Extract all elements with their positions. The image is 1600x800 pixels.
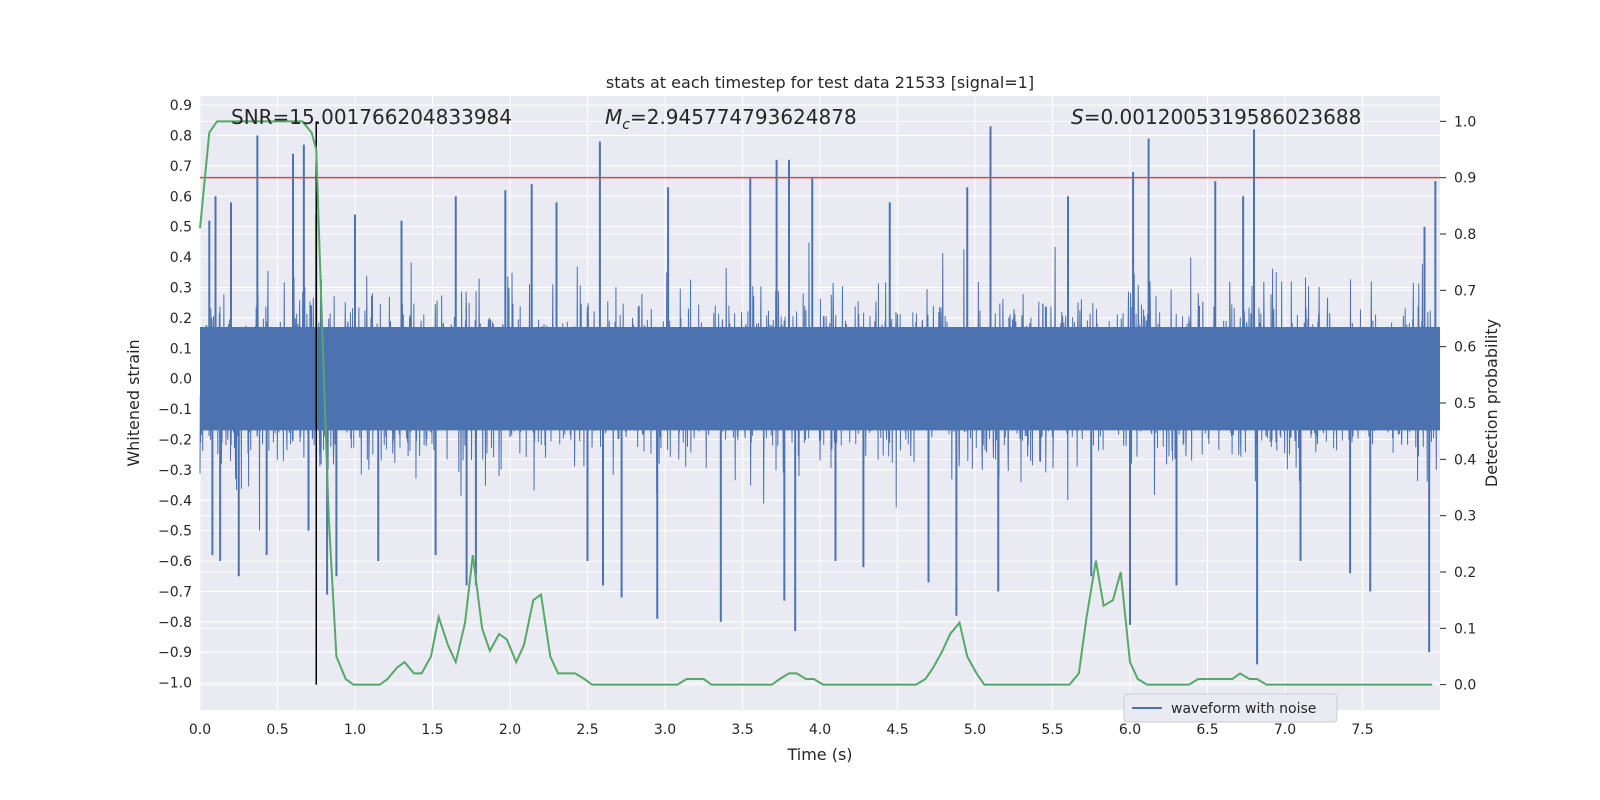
x-tick-label: 5.0 [964,722,986,738]
y-tick-label: −0.4 [158,493,192,509]
y-tick-label: −0.1 [158,402,192,418]
chirp-mass-symbol: M [605,105,622,129]
y-tick-label: 0.3 [170,280,192,296]
y-tick-label: −0.3 [158,463,192,479]
y-tick-label: 0.8 [170,129,192,145]
waveform-core-band [200,327,1440,431]
x-tick-label: 0.0 [189,722,211,738]
x-tick-label: 3.0 [654,722,676,738]
chirp-mass-value: =2.945774793624878 [630,105,857,129]
y2-tick-label: 0.9 [1454,171,1476,187]
y2-tick-label: 0.2 [1454,565,1476,581]
y2-tick-label: 0.1 [1454,621,1476,637]
y-tick-label: −0.7 [158,584,192,600]
y-axis-label: Whitened strain [124,339,143,466]
y2-tick-label: 0.5 [1454,396,1476,412]
y-tick-label: −0.9 [158,645,192,661]
x-tick-label: 2.0 [499,722,521,738]
overlay-lines [200,121,1440,685]
y2-tick-label: 0.0 [1454,678,1476,694]
x-tick-label: 6.0 [1119,722,1141,738]
x-tick-label: 1.5 [421,722,443,738]
x-tick-label: 2.5 [576,722,598,738]
x-tick-label: 0.5 [266,722,288,738]
x-tick-label: 5.5 [1041,722,1063,738]
y2-tick-label: 0.6 [1454,340,1476,356]
y-axis-ticks: 0.9 0.8 0.7 0.6 0.5 0.4 0.3 0.2 0.1 0.0 −0.1 −0.2 −0… [158,98,192,692]
s-annotation: S=0.0012005319586023688 [1071,105,1361,129]
y-tick-label: −0.8 [158,615,192,631]
y2-tick-label: 0.3 [1454,509,1476,525]
y-tick-label: 0.6 [170,189,192,205]
y2-axis-ticks: 1.0 0.9 0.8 0.7 0.6 0.5 0.4 0.3 0.2 0.1 0.0 [1440,114,1476,694]
x-tick-label: 4.0 [809,722,831,738]
x-tick-label: 6.5 [1196,722,1218,738]
s-symbol: S [1071,105,1084,129]
y-tick-label: 0.2 [170,311,192,327]
x-axis-ticks: 0.0 0.5 1.0 1.5 2.0 2.5 3.0 3.5 4.0 4.5 5.0 5.5 6.0 6… [189,722,1374,738]
y-tick-label: −1.0 [158,676,192,692]
y2-tick-label: 0.8 [1454,227,1476,243]
x-axis-label: Time (s) [786,745,852,764]
x-tick-label: 1.0 [344,722,366,738]
detection-probability-line [199,120,1433,686]
legend-box [1123,693,1338,723]
y-tick-label: 0.5 [170,220,192,236]
legend: waveform with noise [1123,693,1338,723]
probability-series [199,120,1433,686]
x-tick-label: 4.5 [886,722,908,738]
legend-label: waveform with noise [1171,701,1316,717]
y-tick-label: 0.7 [170,159,192,175]
y2-tick-label: 1.0 [1454,114,1476,130]
y-tick-label: 0.4 [170,250,192,266]
chirp-mass-annotation: Mc=2.945774793624878 [605,105,857,133]
y-tick-label: 0.9 [170,98,192,114]
y2-tick-label: 0.4 [1454,452,1476,468]
y2-axis-label: Detection probability [1482,319,1501,487]
y-tick-label: 0.1 [170,341,192,357]
y-tick-label: 0.0 [170,372,192,388]
chirp-mass-subscript: c [622,117,630,133]
waveform-series [199,126,1440,665]
y-tick-label: −0.2 [158,432,192,448]
s-value: =0.0012005319586023688 [1084,105,1362,129]
y2-tick-label: 0.7 [1454,283,1476,299]
y-tick-label: −0.6 [158,554,192,570]
chart-title: stats at each timestep for test data 215… [606,73,1034,92]
x-tick-label: 7.0 [1274,722,1296,738]
x-tick-label: 3.5 [731,722,753,738]
snr-annotation: SNR=15.001766204833984 [231,105,512,129]
y-tick-label: −0.5 [158,524,192,540]
x-tick-label: 7.5 [1351,722,1373,738]
